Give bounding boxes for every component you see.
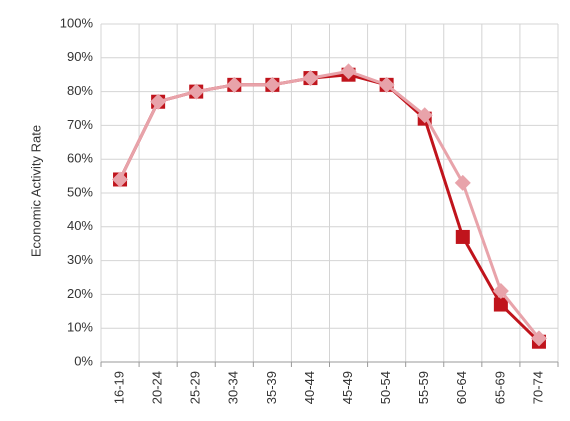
x-tick-label: 35-39	[264, 371, 279, 404]
y-tick-label: 0%	[74, 353, 93, 368]
y-tick-labels: 0% 10% 20% 30% 40% 50% 60% 70% 80% 90% 100%	[60, 15, 94, 368]
series-layer	[112, 63, 547, 349]
gridlines	[100, 23, 559, 367]
data-point-diamond	[226, 76, 243, 93]
y-tick-label: 80%	[67, 83, 93, 98]
x-tick-label: 65-69	[492, 371, 507, 404]
y-tick-label: 40%	[67, 218, 93, 233]
data-point-diamond	[416, 107, 433, 124]
x-tick-label: 20-24	[150, 371, 165, 404]
x-tick-label: 40-44	[302, 371, 317, 404]
x-tick-label: 55-59	[416, 371, 431, 404]
y-tick-label: 90%	[67, 49, 93, 64]
data-point-diamond	[530, 330, 547, 347]
series-line-2	[118, 69, 541, 340]
data-point-diamond	[302, 70, 319, 87]
y-tick-label: 70%	[67, 117, 93, 132]
x-tick-label: 45-49	[340, 371, 355, 404]
data-point-square	[493, 297, 508, 312]
y-tick-label: 10%	[67, 320, 93, 335]
data-point-diamond	[378, 76, 395, 93]
x-tick-label: 16-19	[111, 371, 126, 404]
y-tick-label: 100%	[60, 15, 94, 30]
x-tick-label: 25-29	[188, 371, 203, 404]
y-tick-label: 50%	[67, 184, 93, 199]
y-tick-label: 60%	[67, 151, 93, 166]
y-axis-title: Economic Activity Rate	[28, 125, 43, 257]
data-point-diamond	[340, 63, 357, 80]
data-point-square	[455, 229, 470, 244]
y-tick-label: 30%	[67, 252, 93, 267]
x-tick-label: 60-64	[454, 371, 469, 404]
x-tick-label: 30-34	[226, 371, 241, 404]
data-point-diamond	[492, 283, 509, 300]
data-point-diamond	[264, 76, 281, 93]
data-point-diamond	[188, 83, 205, 100]
x-tick-label: 70-74	[530, 371, 545, 404]
x-tick-label: 50-54	[378, 371, 393, 404]
y-tick-label: 20%	[67, 286, 93, 301]
data-point-diamond	[150, 93, 167, 110]
data-point-diamond	[112, 171, 129, 188]
data-point-diamond	[454, 174, 471, 191]
x-tick-labels: 16-19 20-24 25-29 30-34 35-39 40-44 45-49 50-54…	[111, 371, 545, 404]
